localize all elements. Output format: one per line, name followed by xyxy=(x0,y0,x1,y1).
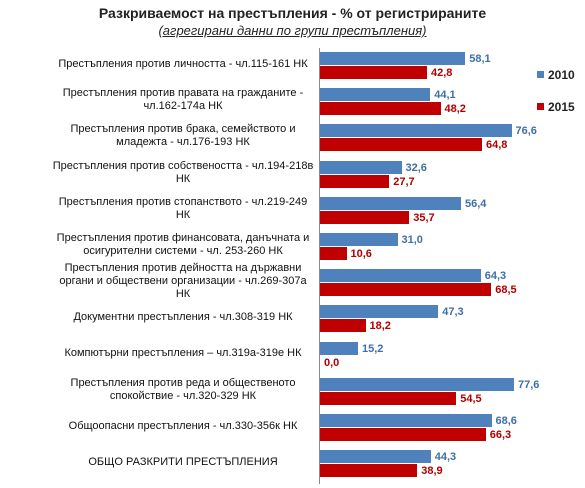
category-label: Престъпления против собствеността - чл.1… xyxy=(52,159,314,185)
value-label: 44,3 xyxy=(434,451,457,464)
bar xyxy=(320,414,492,427)
legend-label: 2015 xyxy=(548,100,575,114)
value-label: 47,3 xyxy=(442,306,464,319)
value-label: 77,6 xyxy=(518,378,540,391)
category-label: Престъпления против правата на гражданит… xyxy=(62,87,304,113)
category-label: Документни престъпления - чл.308-319 НК xyxy=(73,310,293,323)
value-label: 56,4 xyxy=(465,197,487,210)
legend-label: 2010 xyxy=(548,68,575,82)
value-label: 68,5 xyxy=(495,284,517,297)
category-label: Престъпления против брака, семейството и… xyxy=(70,123,296,149)
bar xyxy=(320,341,358,355)
chart-subtitle: (агрегирани данни по групи престъпления) xyxy=(158,23,427,38)
bar xyxy=(320,305,439,319)
value-label: 48,2 xyxy=(444,103,466,116)
category-label: Компютърни престъпления – чл.319а-319е Н… xyxy=(64,347,302,360)
bar xyxy=(320,391,457,405)
bar xyxy=(320,124,512,138)
category-label: Престъпления против реда и общественото … xyxy=(70,376,296,402)
value-label: 31,0 xyxy=(401,234,423,246)
bar xyxy=(320,174,390,188)
value-label: 76,6 xyxy=(515,125,537,138)
bar xyxy=(320,196,461,210)
value-label: 32,6 xyxy=(405,161,427,174)
bar xyxy=(320,102,441,116)
legend-swatch xyxy=(537,71,544,78)
value-label: 18,2 xyxy=(369,320,391,333)
bar xyxy=(320,233,398,246)
value-label: 10,6 xyxy=(350,248,372,260)
bar xyxy=(320,160,402,174)
legend-swatch xyxy=(537,103,544,110)
value-label: 0,0 xyxy=(324,356,340,369)
category-label: Общоопасни престъпления - чл.330-356к НК xyxy=(68,419,298,432)
value-label: 58,1 xyxy=(469,53,491,65)
value-label: 42,8 xyxy=(431,67,453,79)
category-label: Престъпления против личността - чл.115-1… xyxy=(58,57,308,70)
bar xyxy=(320,52,466,65)
bar xyxy=(320,66,427,79)
value-label: 15,2 xyxy=(362,342,384,355)
value-label: 44,1 xyxy=(434,89,456,102)
value-label: 68,6 xyxy=(495,415,517,427)
category-label: Престъпления против стопанството - чл.21… xyxy=(58,195,308,221)
bar xyxy=(320,247,347,260)
bar xyxy=(320,464,418,478)
bar xyxy=(320,450,431,464)
bar xyxy=(320,283,492,297)
bar xyxy=(320,428,486,441)
category-label: Престъпления против финансовата, данъчна… xyxy=(56,232,310,257)
bar xyxy=(320,319,366,333)
bar xyxy=(320,269,481,283)
bar xyxy=(320,138,482,152)
value-label: 35,7 xyxy=(413,211,435,224)
value-label: 64,3 xyxy=(484,270,507,283)
value-label: 66,3 xyxy=(489,429,512,441)
category-label: Престъпления против дейността на държавн… xyxy=(59,261,307,300)
bar xyxy=(320,210,410,224)
bar xyxy=(320,88,431,102)
category-label: ОБЩО РАЗКРИТИ ПРЕСТЪПЛЕНИЯ xyxy=(88,455,278,468)
value-label: 64,8 xyxy=(486,139,508,152)
value-label: 54,5 xyxy=(460,392,482,405)
category-axis xyxy=(319,48,320,484)
value-label: 38,9 xyxy=(421,465,443,478)
bar xyxy=(320,377,514,391)
value-label: 27,7 xyxy=(393,175,415,188)
chart-title: Разкриваемост на престъпления - % от рег… xyxy=(98,5,487,21)
